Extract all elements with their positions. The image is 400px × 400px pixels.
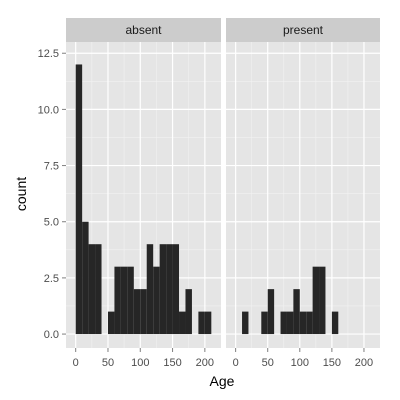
histogram-bar-absent bbox=[114, 267, 120, 334]
histogram-bar-present bbox=[293, 289, 299, 334]
histogram-bar-absent bbox=[185, 289, 191, 334]
y-tick-label: 10.0 bbox=[38, 104, 59, 116]
x-tick-label: 50 bbox=[102, 357, 114, 369]
x-tick-label: 150 bbox=[163, 357, 181, 369]
histogram-bar-absent bbox=[76, 64, 82, 334]
histogram-bar-absent bbox=[173, 244, 179, 334]
x-tick-label: 150 bbox=[323, 357, 341, 369]
histogram-bar-absent bbox=[108, 312, 114, 334]
x-tick-label: 50 bbox=[262, 357, 274, 369]
histogram-bar-absent bbox=[179, 312, 185, 334]
histogram-bar-absent bbox=[160, 244, 166, 334]
histogram-bar-absent bbox=[166, 244, 172, 334]
histogram-bar-present bbox=[319, 267, 325, 334]
histogram-bar-present bbox=[332, 312, 338, 334]
histogram-bar-absent bbox=[127, 267, 133, 334]
histogram-bar-absent bbox=[153, 267, 159, 334]
x-tick-label: 200 bbox=[196, 357, 214, 369]
histogram-bar-absent bbox=[82, 222, 88, 334]
histogram-bar-absent bbox=[205, 312, 211, 334]
x-tick-label: 0 bbox=[73, 357, 79, 369]
histogram-bar-absent bbox=[95, 244, 101, 334]
x-tick-label: 100 bbox=[291, 357, 309, 369]
y-tick-label: 5.0 bbox=[44, 217, 59, 229]
x-tick-label: 200 bbox=[355, 357, 373, 369]
y-tick-label: 0.0 bbox=[44, 329, 59, 341]
x-tick-label: 100 bbox=[131, 357, 149, 369]
y-tick-label: 2.5 bbox=[44, 273, 59, 285]
histogram-bar-present bbox=[287, 312, 293, 334]
histogram-bar-present bbox=[242, 312, 248, 334]
x-axis-title: Age bbox=[210, 373, 235, 389]
histogram-bar-absent bbox=[140, 289, 146, 334]
histogram-bar-present bbox=[261, 312, 267, 334]
histogram-bar-present bbox=[306, 312, 312, 334]
histogram-bar-absent bbox=[89, 244, 95, 334]
y-axis-title: count bbox=[13, 177, 29, 211]
histogram-bar-absent bbox=[121, 267, 127, 334]
histogram-bar-present bbox=[268, 289, 274, 334]
y-tick-label: 7.5 bbox=[44, 161, 59, 173]
x-tick-label: 0 bbox=[233, 357, 239, 369]
histogram-bar-absent bbox=[147, 244, 153, 334]
histogram-bar-present bbox=[281, 312, 287, 334]
histogram-bar-absent bbox=[134, 289, 140, 334]
facet-label-present: present bbox=[283, 23, 324, 37]
y-tick-label: 12.5 bbox=[38, 48, 59, 60]
histogram-bar-present bbox=[300, 312, 306, 334]
facet-label-absent: absent bbox=[125, 23, 162, 37]
histogram-bar-present bbox=[313, 267, 319, 334]
panel-background-present bbox=[226, 42, 380, 348]
histogram-bar-absent bbox=[198, 312, 204, 334]
